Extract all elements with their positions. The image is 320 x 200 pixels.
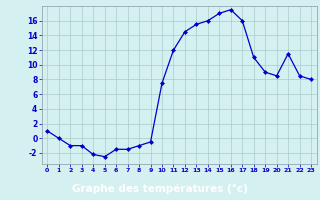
- Text: Graphe des températures (°c): Graphe des températures (°c): [72, 184, 248, 194]
